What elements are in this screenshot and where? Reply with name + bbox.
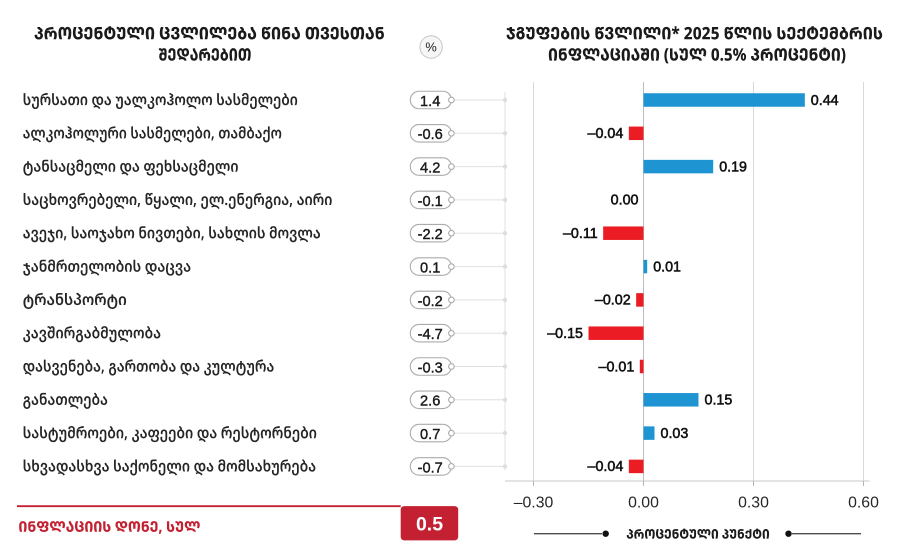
svg-text:2.6: 2.6 (420, 394, 440, 410)
svg-text:4.2: 4.2 (420, 161, 440, 177)
svg-text:-2.2: -2.2 (418, 227, 443, 243)
svg-text:0.00: 0.00 (611, 193, 639, 209)
svg-text:-4.7: -4.7 (418, 327, 443, 343)
svg-text:–0.01: –0.01 (599, 359, 635, 375)
svg-text:-0.1: -0.1 (418, 194, 443, 210)
svg-text:0.1: 0.1 (420, 261, 440, 277)
svg-text:–0.30: –0.30 (514, 495, 554, 512)
svg-text:0.03: 0.03 (661, 426, 689, 442)
svg-text:0.5: 0.5 (416, 513, 443, 535)
svg-text:-0.2: -0.2 (418, 294, 443, 310)
svg-text:0.7: 0.7 (420, 427, 440, 443)
svg-text:-0.3: -0.3 (418, 360, 443, 376)
svg-text:1.4: 1.4 (420, 94, 440, 110)
svg-text:–0.02: –0.02 (595, 293, 631, 309)
svg-text:–0.04: –0.04 (588, 459, 624, 475)
svg-text:0.19: 0.19 (719, 159, 747, 175)
svg-text:0.15: 0.15 (705, 393, 733, 409)
svg-text:–0.15: –0.15 (547, 326, 583, 342)
svg-text:–0.11: –0.11 (563, 226, 598, 242)
svg-text:0.60: 0.60 (848, 495, 879, 512)
svg-text:-0.7: -0.7 (418, 460, 443, 476)
svg-text:0.01: 0.01 (653, 259, 681, 275)
svg-text:0.44: 0.44 (811, 93, 839, 109)
svg-text:-0.6: -0.6 (418, 127, 443, 143)
svg-text:–0.04: –0.04 (588, 126, 624, 142)
svg-text:%: % (425, 40, 436, 55)
svg-text:0.30: 0.30 (738, 495, 769, 512)
svg-text:0.00: 0.00 (628, 495, 659, 512)
